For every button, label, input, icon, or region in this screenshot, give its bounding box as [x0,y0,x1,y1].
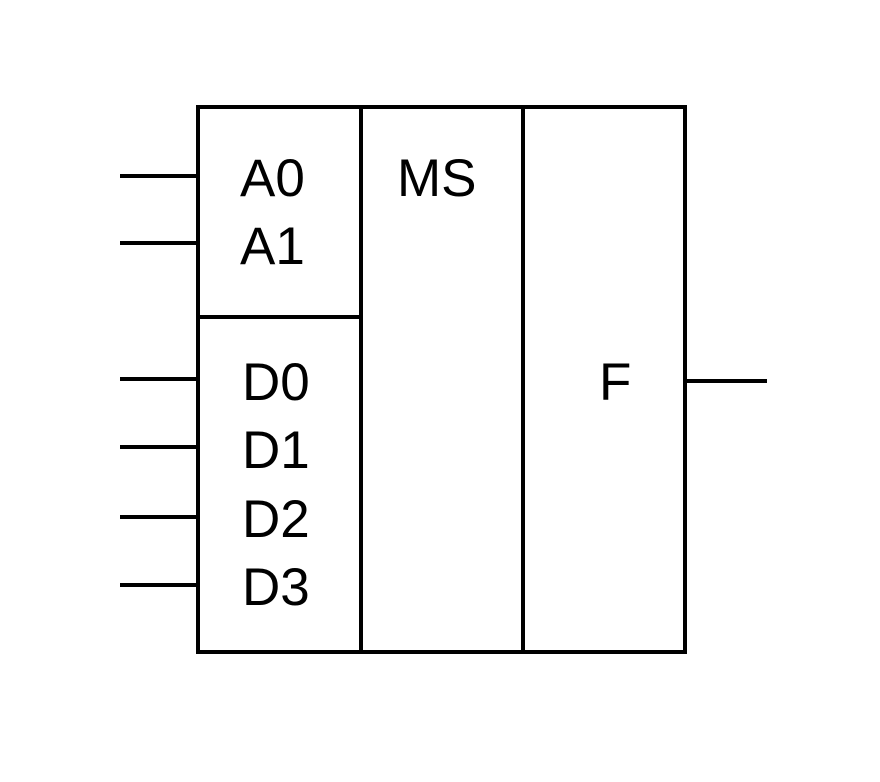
label-a1: A1 [240,217,305,276]
label-a0: A0 [240,149,305,208]
label-d0: D0 [242,353,310,412]
label-d1: D1 [242,421,310,480]
block-label-ms: MS [397,149,477,208]
label-d2: D2 [242,490,310,549]
label-d3: D3 [242,558,310,617]
output-label-f: F [599,353,631,412]
